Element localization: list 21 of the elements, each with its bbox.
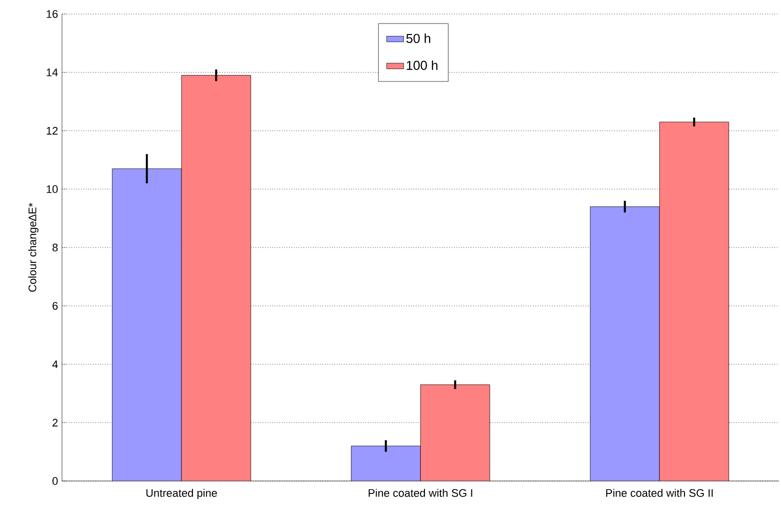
legend-label: 100 h	[406, 60, 438, 70]
y-tick-label: 2	[52, 418, 58, 426]
bar	[112, 168, 182, 481]
y-tick-label: 0	[52, 477, 58, 485]
y-tick-label: 14	[46, 68, 58, 76]
bar	[420, 384, 490, 481]
legend-label: 50 h	[406, 33, 430, 44]
bar	[351, 446, 421, 481]
bar	[659, 122, 730, 481]
bar	[590, 206, 660, 481]
y-tick-label: 16	[46, 10, 58, 18]
y-tick-label: 4	[52, 360, 58, 368]
x-tick-label: Untreated pine	[146, 488, 217, 500]
y-tick-label: 8	[52, 244, 58, 252]
y-tick-label: 6	[52, 302, 58, 310]
bar	[182, 75, 251, 481]
y-tick-label: 10	[46, 185, 58, 194]
y-axis-title: Colour change∆E*	[28, 202, 38, 292]
x-tick-label: Pine coated with SG II	[606, 488, 713, 497]
x-tick-label: Pine coated with SG I	[368, 488, 472, 497]
y-tick-label: 12	[46, 126, 58, 135]
